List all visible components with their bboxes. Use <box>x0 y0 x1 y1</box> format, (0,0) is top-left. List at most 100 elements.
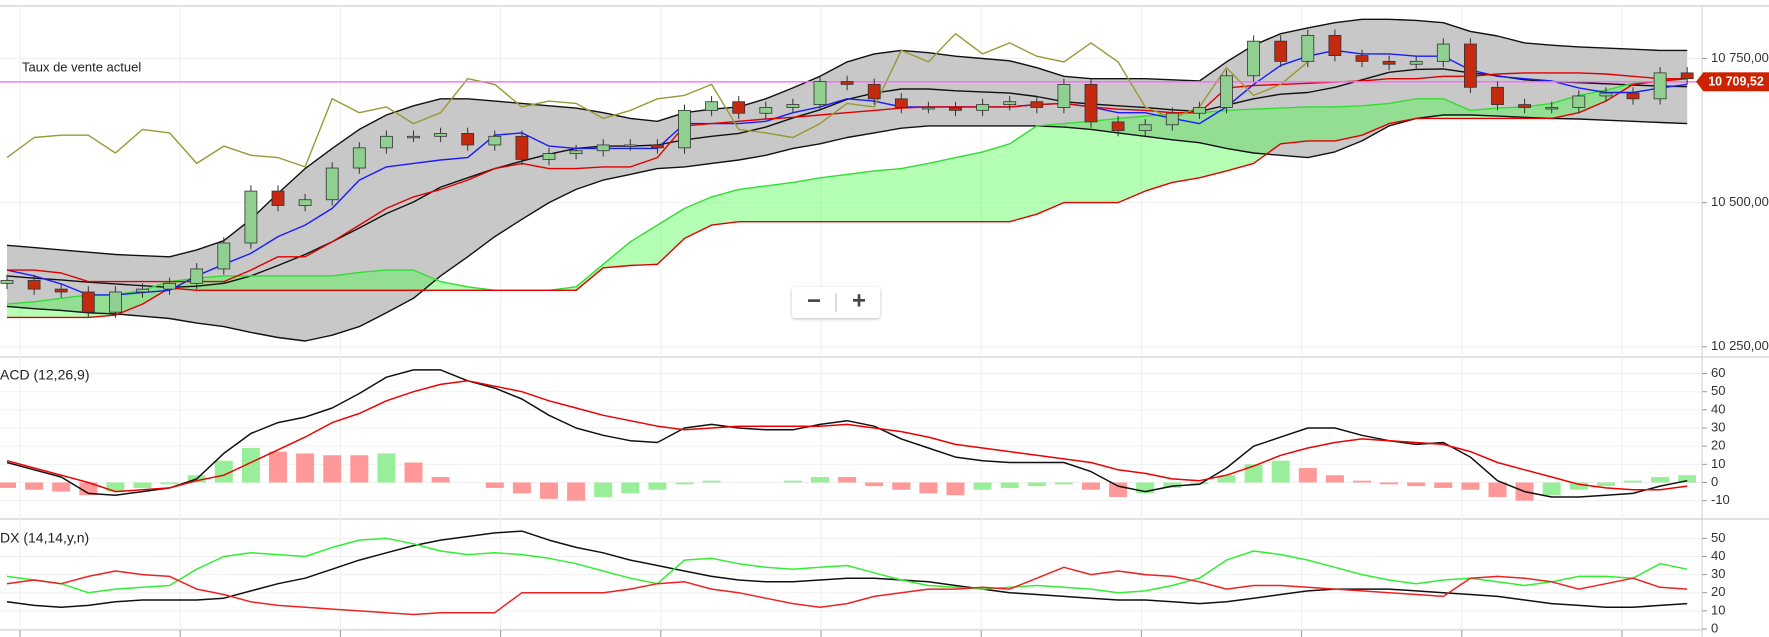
candle-body <box>678 109 691 149</box>
zoom-in-button[interactable]: + <box>852 287 866 314</box>
candle-body <box>1572 95 1586 108</box>
panel-title: ACD (12,26,9) <box>0 367 89 383</box>
histogram-bar <box>377 453 396 483</box>
histogram-bar <box>52 482 71 492</box>
histogram-bar <box>323 455 342 483</box>
price-tag <box>1703 72 1769 92</box>
histogram-bar <box>269 451 287 483</box>
candle-body <box>271 190 285 206</box>
candle-body <box>1138 124 1152 131</box>
candle-body <box>1111 121 1125 131</box>
histogram-bar <box>512 482 531 494</box>
histogram-bar <box>1217 475 1236 483</box>
candle-body <box>1491 86 1504 105</box>
plot-layer <box>0 18 1702 616</box>
histogram-bar <box>1298 467 1317 483</box>
candle-body <box>325 167 339 201</box>
candle-body <box>759 107 773 114</box>
y-tick-label: 30 <box>1711 566 1725 581</box>
histogram-bar <box>79 482 98 496</box>
candle-body <box>1247 40 1260 77</box>
candle-body <box>379 135 393 149</box>
histogram-bar <box>1596 482 1615 487</box>
candle-body <box>244 190 258 244</box>
series-line <box>6 78 1688 305</box>
candle-body <box>352 147 366 169</box>
candle-body <box>1382 60 1396 65</box>
series-line <box>6 369 1688 498</box>
y-tick-label: 40 <box>1711 401 1725 416</box>
histogram-bar <box>1054 482 1073 485</box>
candle-body <box>1653 72 1667 100</box>
histogram-bar <box>892 482 911 490</box>
candle-body <box>840 81 854 85</box>
histogram-bar <box>1624 480 1642 483</box>
y-tick-label: 20 <box>1711 584 1725 599</box>
candle-body <box>1680 72 1694 80</box>
candle-body <box>434 133 448 137</box>
histogram-bar <box>485 482 504 488</box>
candle-body <box>407 135 420 139</box>
series-line <box>6 49 1688 296</box>
histogram-bar <box>1488 482 1507 498</box>
band-fill <box>7 78 1688 318</box>
series-line <box>6 114 1688 342</box>
histogram-bar <box>594 482 613 498</box>
histogram-bar <box>214 460 233 483</box>
candle-body <box>217 242 231 270</box>
histogram-bar <box>1353 480 1371 483</box>
axes-layer: 10 250,00 10 500,00 10 750,00 Taux de vente… <box>0 50 1769 635</box>
candle-body <box>1545 107 1559 110</box>
candle-body <box>515 135 529 160</box>
y-tick-label: 60 <box>1711 365 1725 380</box>
y-tick-label: 50 <box>1711 383 1725 398</box>
histogram-bar <box>0 482 16 488</box>
histogram-bar <box>1027 482 1046 487</box>
series-line <box>6 537 1688 594</box>
histogram-bar <box>1434 482 1453 488</box>
histogram-bar <box>946 482 965 496</box>
histogram-bar <box>25 482 44 490</box>
candle-body <box>813 81 827 105</box>
histogram-bar <box>404 462 423 483</box>
histogram-bar <box>811 477 829 483</box>
histogram-bar <box>1380 482 1399 485</box>
candle-body <box>136 288 149 293</box>
candle-body <box>976 104 989 111</box>
candle-body <box>894 98 908 108</box>
series-line <box>7 72 1688 283</box>
histogram-bar <box>973 482 992 490</box>
histogram-bar <box>1407 482 1426 487</box>
histogram-bar <box>702 480 721 483</box>
candle-body <box>1464 43 1477 88</box>
histogram-bar <box>675 482 694 485</box>
histogram-bar <box>865 482 884 487</box>
y-tick-label: 10 750,00 <box>1711 50 1769 65</box>
y-tick-label: -10 <box>1711 492 1730 507</box>
candle-body <box>596 144 610 152</box>
series-line <box>6 566 1688 616</box>
histogram-bar <box>1000 482 1019 488</box>
candle-body <box>705 101 718 111</box>
histogram-bar <box>1542 482 1561 496</box>
y-tick-label: 10 250,00 <box>1711 338 1769 353</box>
series-line <box>7 78 1688 319</box>
histogram-bar <box>1325 475 1344 483</box>
histogram-bar <box>431 477 450 483</box>
candle-body <box>109 291 122 313</box>
series-line <box>6 18 1688 258</box>
candle-body <box>488 135 502 146</box>
y-tick-label: 0 <box>1711 474 1718 489</box>
y-tick-label: 20 <box>1711 438 1725 453</box>
series-line <box>6 33 1309 168</box>
candle-body <box>542 153 556 160</box>
price-tag-label: 10 709,52 <box>1708 75 1764 89</box>
histogram-bar <box>106 482 125 492</box>
candle-body <box>81 291 95 313</box>
histogram-bar <box>783 480 802 483</box>
price-tag-pointer <box>1696 72 1703 91</box>
candle-body <box>1003 101 1017 105</box>
y-tick-label: 0 <box>1711 620 1718 635</box>
zoom-out-button[interactable]: − <box>807 287 821 314</box>
